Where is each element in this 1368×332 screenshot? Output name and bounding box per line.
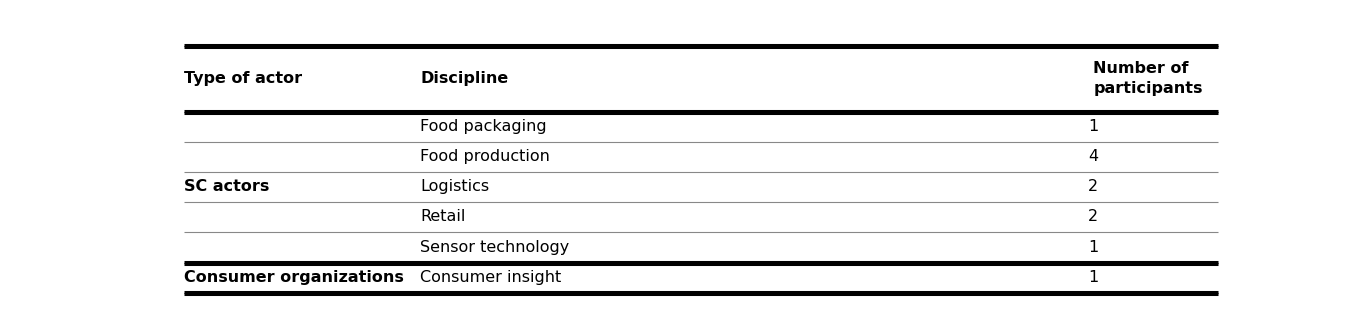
Text: Number of
participants: Number of participants (1093, 61, 1202, 96)
Text: 2: 2 (1089, 209, 1099, 224)
Text: 1: 1 (1089, 270, 1099, 285)
Text: Consumer organizations: Consumer organizations (183, 270, 404, 285)
Text: Food production: Food production (420, 149, 550, 164)
Text: SC actors: SC actors (183, 179, 269, 194)
Text: Discipline: Discipline (420, 71, 509, 86)
Text: 2: 2 (1089, 179, 1099, 194)
Text: Type of actor: Type of actor (183, 71, 302, 86)
Text: 4: 4 (1089, 149, 1099, 164)
Text: Retail: Retail (420, 209, 465, 224)
Text: Consumer insight: Consumer insight (420, 270, 561, 285)
Text: Logistics: Logistics (420, 179, 490, 194)
Text: Sensor technology: Sensor technology (420, 240, 569, 255)
Text: 1: 1 (1089, 119, 1099, 134)
Text: Food packaging: Food packaging (420, 119, 547, 134)
Text: 1: 1 (1089, 240, 1099, 255)
